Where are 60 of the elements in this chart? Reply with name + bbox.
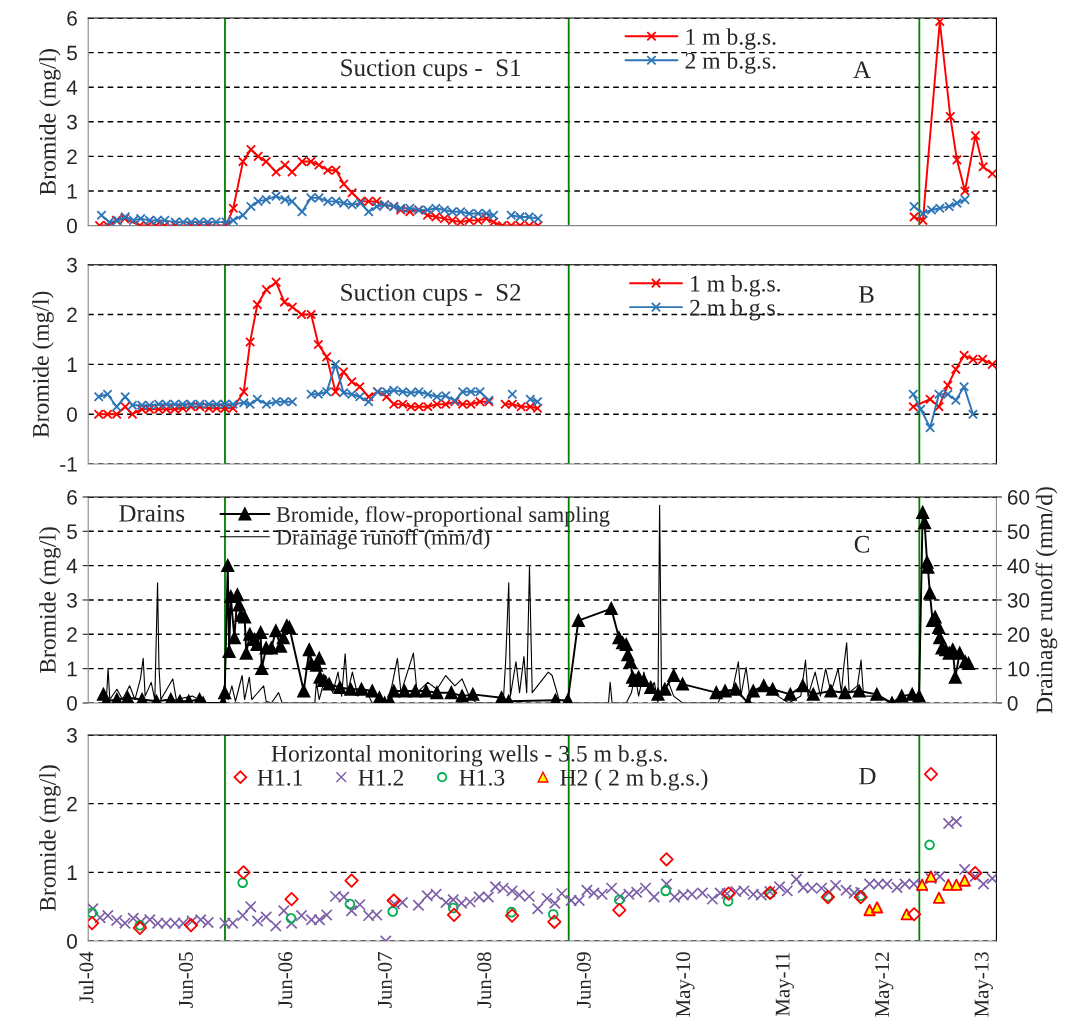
annotation: C [854, 535, 869, 553]
annotation: B [858, 286, 874, 303]
y-tick-label: 0 [67, 218, 77, 234]
y-tick-label: 3 [67, 257, 77, 273]
y-tick-label: 5 [67, 524, 77, 540]
y-axis-title: Bromide (mg/l) [39, 527, 61, 674]
y-tick-label: -1 [60, 457, 77, 472]
y-tick-label: 5 [67, 45, 77, 61]
y-axis-title: Bromide (mg/l) [32, 291, 54, 438]
x-tick-label: Jun-06 [278, 952, 293, 1008]
x-tick-label: May-12 [875, 952, 894, 1017]
y2-axis-title: Drainage runoff (mm/d) [1035, 487, 1058, 714]
legend-label: Drainage runoff (mm/d) [276, 528, 490, 550]
y-tick-label: 6 [67, 489, 77, 505]
y-tick-label: 1 [67, 184, 77, 199]
y-tick-label: 0 [67, 934, 77, 949]
x-tick-label: Jul-04 [78, 951, 94, 1004]
y2-tick-label: 50 [1007, 524, 1030, 540]
y-tick-label: 2 [67, 307, 77, 323]
y-axis-title: Bromide (mg/l) [39, 49, 61, 195]
y-tick-label: 3 [67, 114, 77, 130]
y-tick-label: 2 [67, 796, 77, 812]
legend-label: 2 m b.g.s. [685, 52, 776, 74]
x-tick-label: May-13 [974, 952, 993, 1017]
y-tick-label: 0 [67, 695, 77, 711]
y-tick-label: 1 [67, 357, 77, 372]
annotation: Suction cups - S1 [341, 59, 521, 82]
annotation: Suction cups - S2 [341, 284, 521, 306]
x-tick-label: May-10 [676, 952, 695, 1017]
y2-tick-label: 30 [1007, 592, 1030, 608]
y-tick-label: 2 [67, 149, 77, 164]
legend-label: H1.2 [358, 769, 404, 786]
legend-label: 1 m b.g.s. [691, 275, 780, 297]
y-tick-label: 0 [67, 407, 77, 422]
y-tick-label: 1 [67, 865, 77, 880]
x-tick-label: Jun-05 [178, 952, 193, 1008]
y2-tick-label: 10 [1008, 661, 1030, 677]
y-tick-label: 6 [67, 11, 77, 26]
y-tick-label: 3 [67, 592, 77, 608]
y2-tick-label: 0 [1007, 695, 1018, 711]
y-tick-label: 4 [66, 558, 78, 574]
legend-label: H1.1 [257, 769, 303, 786]
y2-tick-label: 40 [1007, 558, 1030, 574]
x-tick-label: May-11 [775, 952, 794, 1016]
x-tick-label: Jun-09 [576, 952, 591, 1008]
annotation: A [853, 61, 871, 78]
legend-label: 2 m b.g.s. [690, 299, 780, 321]
annotation: Drains [119, 504, 185, 522]
y-tick-label: 3 [67, 728, 77, 743]
y-tick-label: 2 [67, 627, 77, 642]
y-tick-label: 1 [67, 661, 77, 677]
x-tick-label: Jun-07 [377, 952, 392, 1008]
legend-label: H1.3 [459, 769, 505, 786]
y2-tick-label: 60 [1007, 489, 1030, 505]
legend-label: 1 m b.g.s. [686, 28, 776, 50]
x-tick-label: Jun-08 [477, 952, 492, 1008]
y2-tick-label: 20 [1007, 627, 1030, 643]
y-axis-title: Bromide (mg/l) [39, 765, 61, 912]
annotation: D [859, 767, 876, 785]
y-tick-label: 4 [66, 80, 78, 95]
